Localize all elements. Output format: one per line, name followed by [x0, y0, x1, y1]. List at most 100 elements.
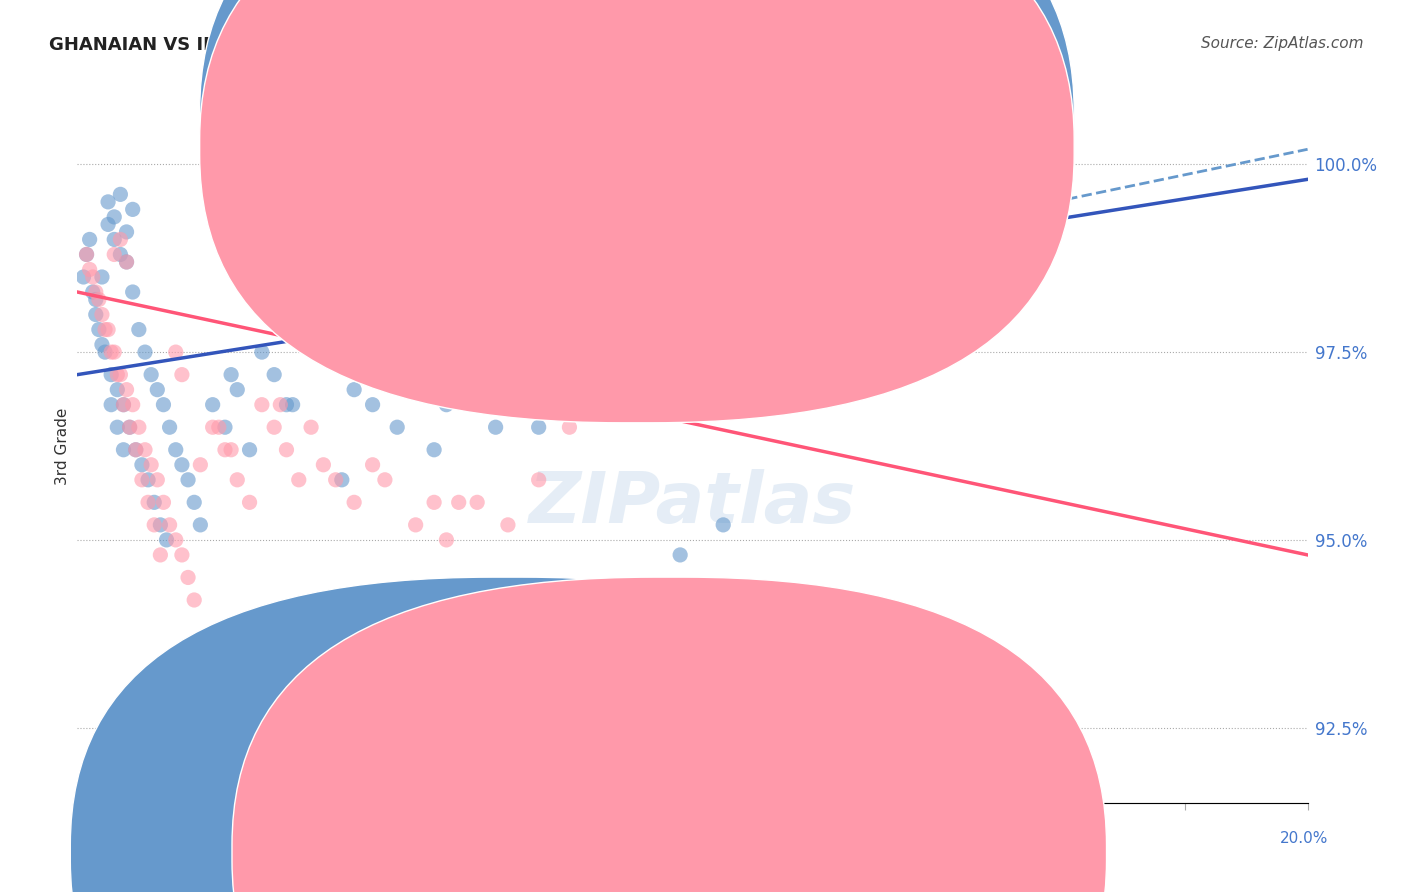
Point [136, 495, 159, 509]
Point [76, 247, 98, 261]
Point [742, 623, 765, 637]
Point [325, 345, 347, 359]
Point [90, 270, 114, 285]
Point [250, 398, 273, 412]
Point [152, 398, 174, 412]
Point [131, 458, 153, 472]
Point [100, 368, 122, 382]
Point [97, 218, 120, 232]
Text: R =: R = [661, 110, 692, 128]
Point [527, 473, 550, 487]
Point [131, 473, 153, 487]
Point [281, 398, 304, 412]
Point [149, 517, 172, 532]
Point [436, 398, 458, 412]
Point [682, 293, 704, 307]
Point [269, 398, 291, 412]
Point [115, 383, 138, 397]
Point [288, 473, 311, 487]
Point [405, 368, 427, 382]
Point [134, 442, 156, 457]
Point [651, 383, 673, 397]
Point [447, 495, 470, 509]
Y-axis label: 3rd Grade: 3rd Grade [55, 408, 70, 484]
Point [170, 368, 193, 382]
Point [226, 473, 249, 487]
Point [79, 262, 101, 277]
Point [141, 368, 163, 382]
Point [571, 345, 593, 359]
Point [136, 473, 159, 487]
Point [103, 232, 125, 246]
Point [84, 293, 107, 307]
Point [128, 322, 150, 336]
Point [276, 398, 298, 412]
Point [110, 368, 132, 382]
Point [152, 495, 174, 509]
Point [87, 293, 110, 307]
Point [121, 398, 143, 412]
Point [558, 383, 581, 397]
Point [711, 517, 734, 532]
Text: Immigrants from Liberia: Immigrants from Liberia [693, 844, 894, 862]
Point [219, 442, 242, 457]
Text: N = 64: N = 64 [766, 138, 828, 156]
Point [110, 232, 132, 246]
Point [112, 398, 135, 412]
Point [250, 345, 273, 359]
Point [447, 368, 470, 382]
Point [134, 345, 156, 359]
Point [94, 322, 117, 336]
Point [159, 517, 181, 532]
Point [115, 225, 138, 239]
Point [159, 420, 181, 434]
Point [76, 247, 98, 261]
Point [82, 285, 104, 299]
Point [118, 420, 141, 434]
Point [374, 345, 396, 359]
Text: ZIPatlas: ZIPatlas [529, 468, 856, 538]
Point [82, 270, 104, 285]
Point [79, 232, 101, 246]
Point [263, 368, 285, 382]
Point [155, 533, 177, 547]
Point [97, 322, 120, 336]
Point [112, 442, 135, 457]
Point [527, 420, 550, 434]
Point [115, 255, 138, 269]
Point [165, 442, 187, 457]
Point [742, 345, 765, 359]
Point [620, 368, 643, 382]
Point [94, 345, 117, 359]
Point [90, 337, 114, 351]
Point [208, 420, 231, 434]
Point [72, 270, 94, 285]
Point [343, 495, 366, 509]
Point [558, 420, 581, 434]
Text: Source: ZipAtlas.com: Source: ZipAtlas.com [1201, 36, 1364, 51]
Point [118, 420, 141, 434]
Point [188, 517, 212, 532]
Point [121, 202, 143, 217]
Point [325, 473, 347, 487]
Point [201, 420, 224, 434]
Point [299, 308, 322, 322]
Point [312, 345, 335, 359]
Point [165, 345, 187, 359]
Point [183, 593, 205, 607]
Text: GHANAIAN VS IMMIGRANTS FROM LIBERIA 3RD GRADE CORRELATION CHART: GHANAIAN VS IMMIGRANTS FROM LIBERIA 3RD … [49, 36, 823, 54]
Point [214, 442, 236, 457]
Point [669, 548, 692, 562]
Point [183, 495, 205, 509]
Point [509, 308, 531, 322]
Point [105, 368, 128, 382]
Point [84, 285, 107, 299]
Text: N = 84: N = 84 [766, 110, 828, 128]
Point [146, 383, 169, 397]
Point [312, 458, 335, 472]
Point [105, 383, 128, 397]
Point [263, 420, 285, 434]
Text: 0.0%: 0.0% [77, 831, 117, 846]
Point [374, 473, 396, 487]
Point [299, 420, 322, 434]
